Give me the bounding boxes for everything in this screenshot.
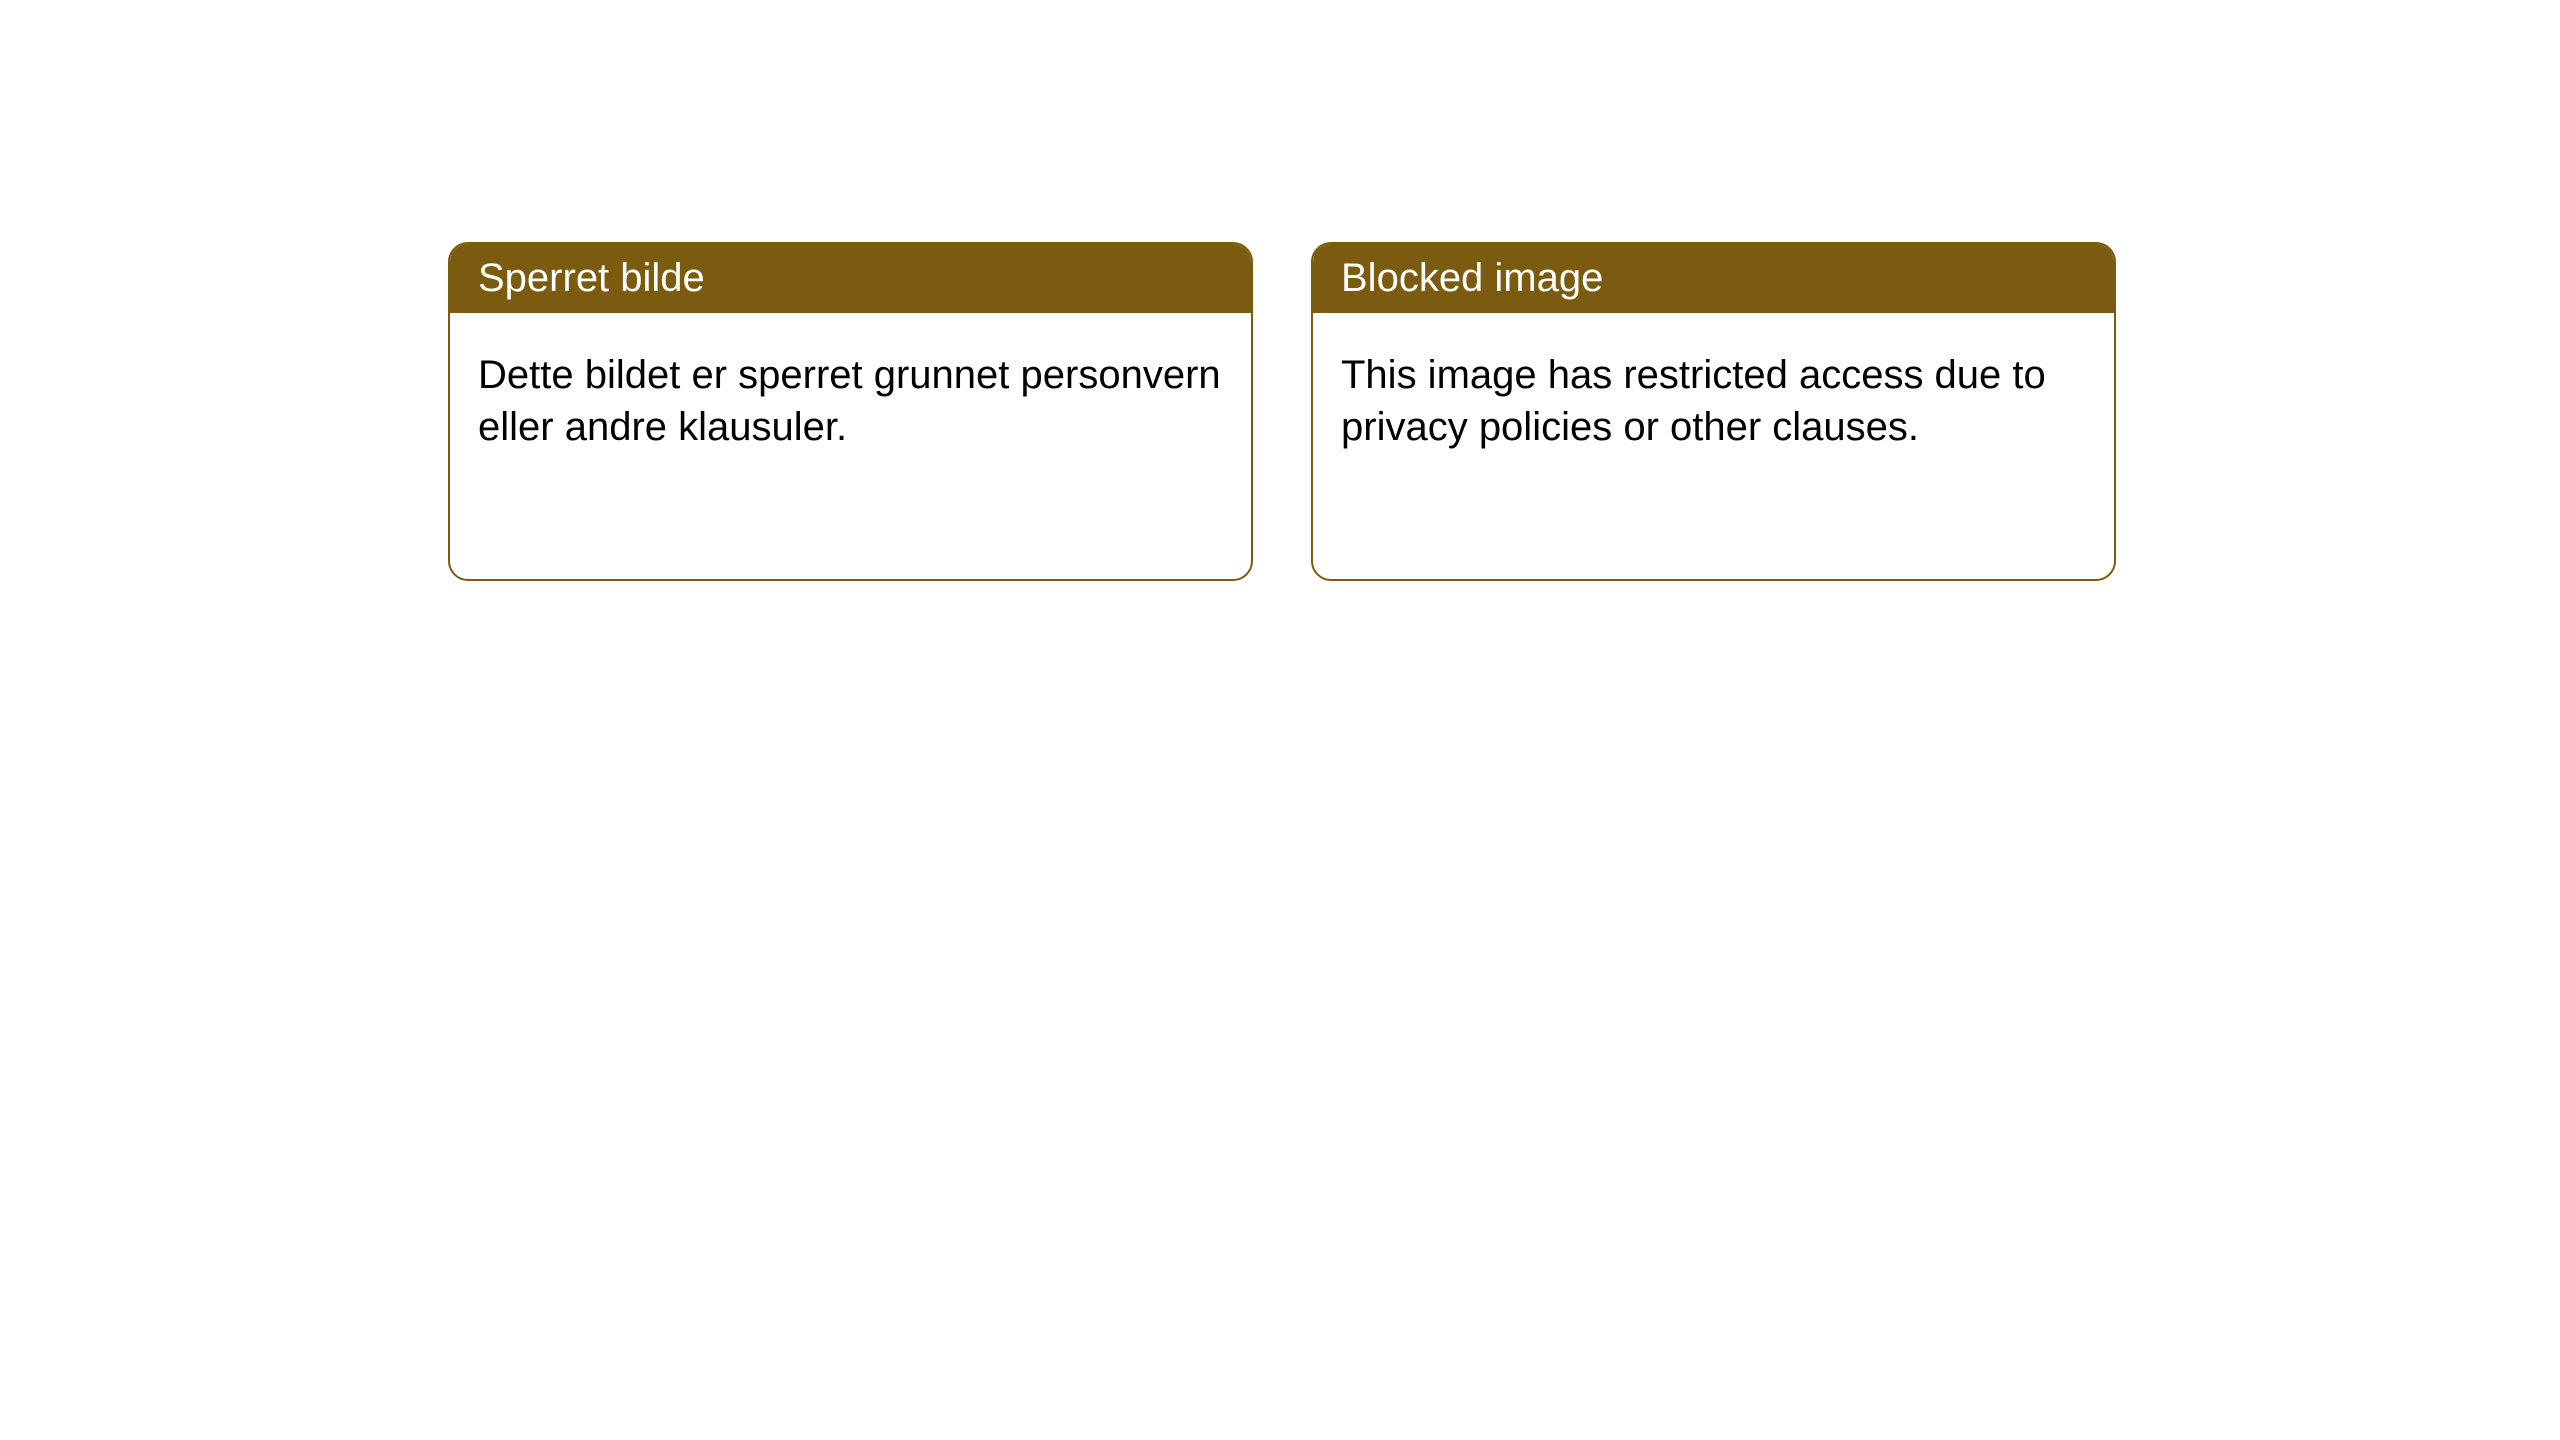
card-body-no: Dette bildet er sperret grunnet personve… <box>450 313 1251 489</box>
card-title-no: Sperret bilde <box>478 256 705 300</box>
card-title-en: Blocked image <box>1341 256 1603 300</box>
card-text-en: This image has restricted access due to … <box>1341 353 2046 449</box>
card-body-en: This image has restricted access due to … <box>1313 313 2114 489</box>
card-header-no: Sperret bilde <box>450 244 1251 313</box>
blocked-image-card-no: Sperret bilde Dette bildet er sperret gr… <box>448 242 1253 581</box>
card-text-no: Dette bildet er sperret grunnet personve… <box>478 353 1221 449</box>
card-header-en: Blocked image <box>1313 244 2114 313</box>
blocked-image-card-en: Blocked image This image has restricted … <box>1311 242 2116 581</box>
cards-container: Sperret bilde Dette bildet er sperret gr… <box>448 242 2116 581</box>
